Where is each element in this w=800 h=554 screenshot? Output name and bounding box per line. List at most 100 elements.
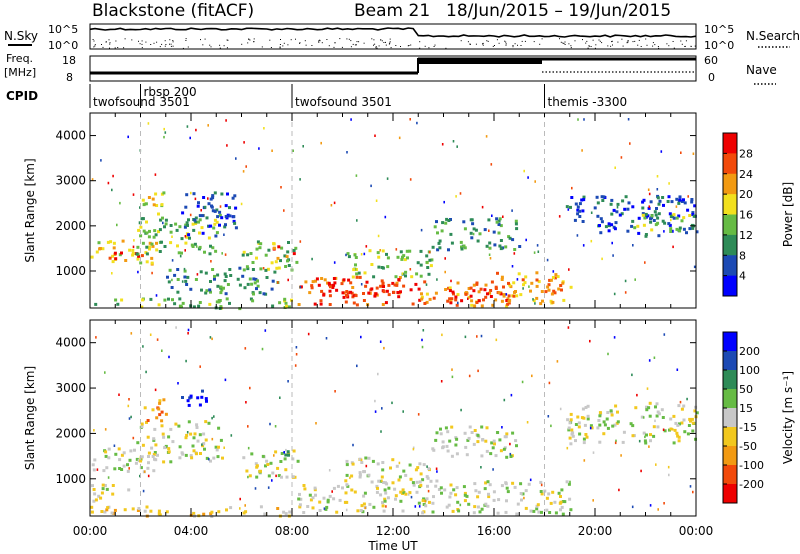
data-cell: [255, 247, 259, 251]
data-cell: [465, 494, 469, 498]
data-cell: [294, 364, 297, 367]
data-cell: [377, 372, 379, 376]
data-cell: [223, 225, 227, 229]
data-cell: [195, 452, 198, 456]
data-cell: [202, 512, 206, 516]
data-cell: [427, 272, 431, 276]
data-cell: [375, 199, 378, 202]
data-cell: [181, 396, 184, 399]
data-cell: [169, 460, 173, 464]
data-cell: [622, 430, 626, 434]
data-cell: [194, 216, 198, 220]
data-cell: [680, 151, 682, 154]
colorbar-tick-label: 8: [739, 249, 746, 262]
colorbar-tick-label: -200: [739, 478, 764, 491]
data-cell: [202, 196, 206, 199]
data-cell: [571, 186, 573, 190]
data-cell: [265, 276, 269, 279]
data-cell: [151, 244, 155, 248]
data-cell: [507, 235, 511, 239]
data-cell: [530, 281, 534, 285]
data-cell: [484, 283, 488, 287]
data-cell: [562, 298, 566, 302]
data-cell: [112, 241, 116, 245]
colorbar-segment: [723, 465, 737, 485]
data-cell: [459, 503, 462, 507]
data-cell: [157, 407, 161, 411]
data-cell: [223, 279, 227, 283]
data-cell: [354, 263, 357, 267]
data-cell: [255, 475, 259, 479]
data-cell: [354, 268, 358, 271]
data-cell: [286, 450, 290, 454]
nsearch-dot: [117, 47, 119, 48]
data-cell: [335, 288, 339, 292]
data-cell: [92, 488, 96, 491]
data-cell: [228, 206, 231, 210]
data-cell: [381, 504, 385, 508]
data-cell: [472, 511, 476, 515]
data-cell: [100, 159, 102, 162]
nsearch-dot: [434, 44, 436, 46]
data-cell: [365, 464, 368, 468]
data-cell: [655, 414, 659, 418]
data-cell: [505, 455, 509, 459]
data-cell: [198, 231, 201, 235]
data-cell: [190, 191, 192, 195]
data-cell: [176, 244, 179, 248]
data-cell: [676, 368, 679, 371]
data-cell: [346, 151, 348, 154]
data-cell: [271, 279, 275, 283]
data-cell: [160, 240, 163, 244]
data-cell: [419, 472, 423, 476]
nsearch-dot: [383, 42, 385, 43]
data-cell: [212, 456, 216, 460]
data-cell: [186, 399, 190, 403]
data-cell: [368, 249, 372, 253]
data-cell: [435, 479, 439, 483]
data-cell: [217, 426, 221, 430]
data-cell: [486, 480, 490, 484]
data-cell: [492, 468, 494, 471]
data-cell: [427, 489, 430, 493]
data-cell: [557, 287, 561, 291]
data-cell: [264, 268, 268, 272]
nsearch-dot: [247, 42, 249, 44]
data-cell: [552, 289, 556, 293]
data-cell: [506, 297, 510, 301]
data-cell: [184, 249, 186, 252]
data-cell: [103, 510, 107, 514]
data-cell: [108, 256, 112, 260]
data-cell: [402, 469, 406, 473]
data-cell: [414, 468, 418, 472]
data-cell: [656, 188, 659, 191]
data-cell: [524, 275, 528, 279]
data-cell: [490, 280, 494, 284]
data-cell: [409, 268, 412, 271]
data-cell: [654, 405, 657, 409]
data-cell: [691, 213, 695, 216]
data-cell: [436, 278, 438, 281]
data-cell: [131, 253, 135, 257]
data-cell: [614, 166, 616, 169]
data-cell: [613, 227, 617, 231]
data-cell: [244, 347, 247, 350]
data-cell: [692, 152, 695, 155]
nsky-label: N.Sky: [4, 29, 38, 43]
cpid-segment-label: themis -3300: [548, 95, 628, 109]
data-cell: [423, 302, 427, 305]
data-cell: [173, 273, 177, 277]
data-cell: [451, 368, 453, 371]
data-cell: [569, 205, 572, 209]
data-cell: [583, 423, 587, 427]
data-cell: [374, 399, 376, 403]
data-cell: [142, 229, 146, 233]
nsearch-dot: [114, 47, 116, 49]
data-cell: [688, 417, 692, 421]
data-cell: [228, 301, 231, 305]
nsearch-dot: [156, 41, 158, 43]
data-cell: [293, 475, 297, 479]
data-cell: [175, 326, 177, 329]
nsearch-dot: [287, 44, 289, 46]
